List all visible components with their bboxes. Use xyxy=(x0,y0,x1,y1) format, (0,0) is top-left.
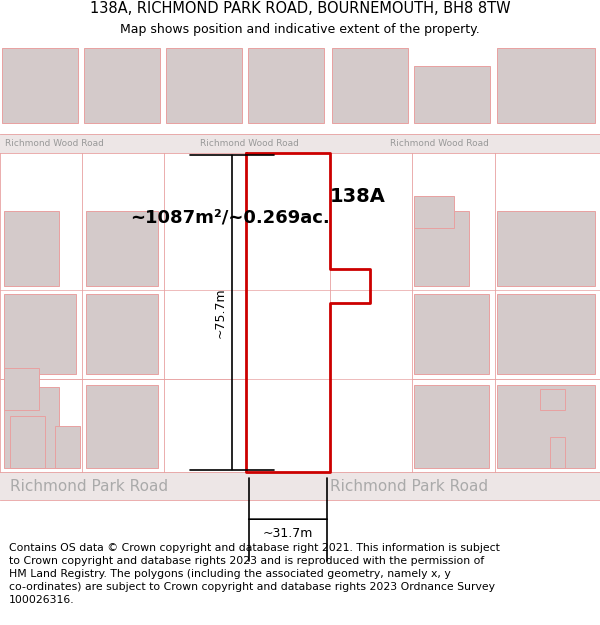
Bar xyxy=(2,48,78,123)
Bar xyxy=(248,48,324,123)
Bar xyxy=(550,437,565,468)
Bar xyxy=(4,294,76,374)
Text: Richmond Wood Road: Richmond Wood Road xyxy=(390,139,489,148)
Bar xyxy=(84,48,160,123)
Bar xyxy=(497,211,595,286)
Text: Richmond Park Road: Richmond Park Road xyxy=(10,479,168,494)
Bar xyxy=(55,426,80,468)
Bar xyxy=(414,196,454,228)
Text: Contains OS data © Crown copyright and database right 2021. This information is : Contains OS data © Crown copyright and d… xyxy=(9,542,500,606)
Text: ~75.7m: ~75.7m xyxy=(214,287,227,338)
Bar xyxy=(86,211,158,286)
Bar xyxy=(0,134,600,152)
Bar xyxy=(4,211,59,286)
Bar xyxy=(414,385,489,468)
Bar xyxy=(540,389,565,410)
Text: 138A, RICHMOND PARK ROAD, BOURNEMOUTH, BH8 8TW: 138A, RICHMOND PARK ROAD, BOURNEMOUTH, B… xyxy=(89,1,511,16)
Bar xyxy=(414,294,489,374)
Bar xyxy=(4,387,59,468)
Bar xyxy=(414,66,490,123)
Bar xyxy=(166,48,242,123)
Bar xyxy=(497,385,595,468)
Bar xyxy=(10,416,45,468)
Bar xyxy=(4,368,39,410)
Bar xyxy=(86,294,158,374)
Bar xyxy=(0,472,600,501)
Text: 138A: 138A xyxy=(330,187,386,206)
Text: Map shows position and indicative extent of the property.: Map shows position and indicative extent… xyxy=(120,24,480,36)
Bar xyxy=(497,294,595,374)
Bar xyxy=(86,385,158,468)
Text: Richmond Wood Road: Richmond Wood Road xyxy=(200,139,299,148)
Text: ~31.7m: ~31.7m xyxy=(263,528,313,540)
Bar xyxy=(332,48,408,123)
Bar xyxy=(497,48,595,123)
Text: ~1087m²/~0.269ac.: ~1087m²/~0.269ac. xyxy=(130,208,330,226)
Text: Richmond Wood Road: Richmond Wood Road xyxy=(5,139,104,148)
Bar xyxy=(414,211,469,286)
Text: Richmond Park Road: Richmond Park Road xyxy=(330,479,488,494)
